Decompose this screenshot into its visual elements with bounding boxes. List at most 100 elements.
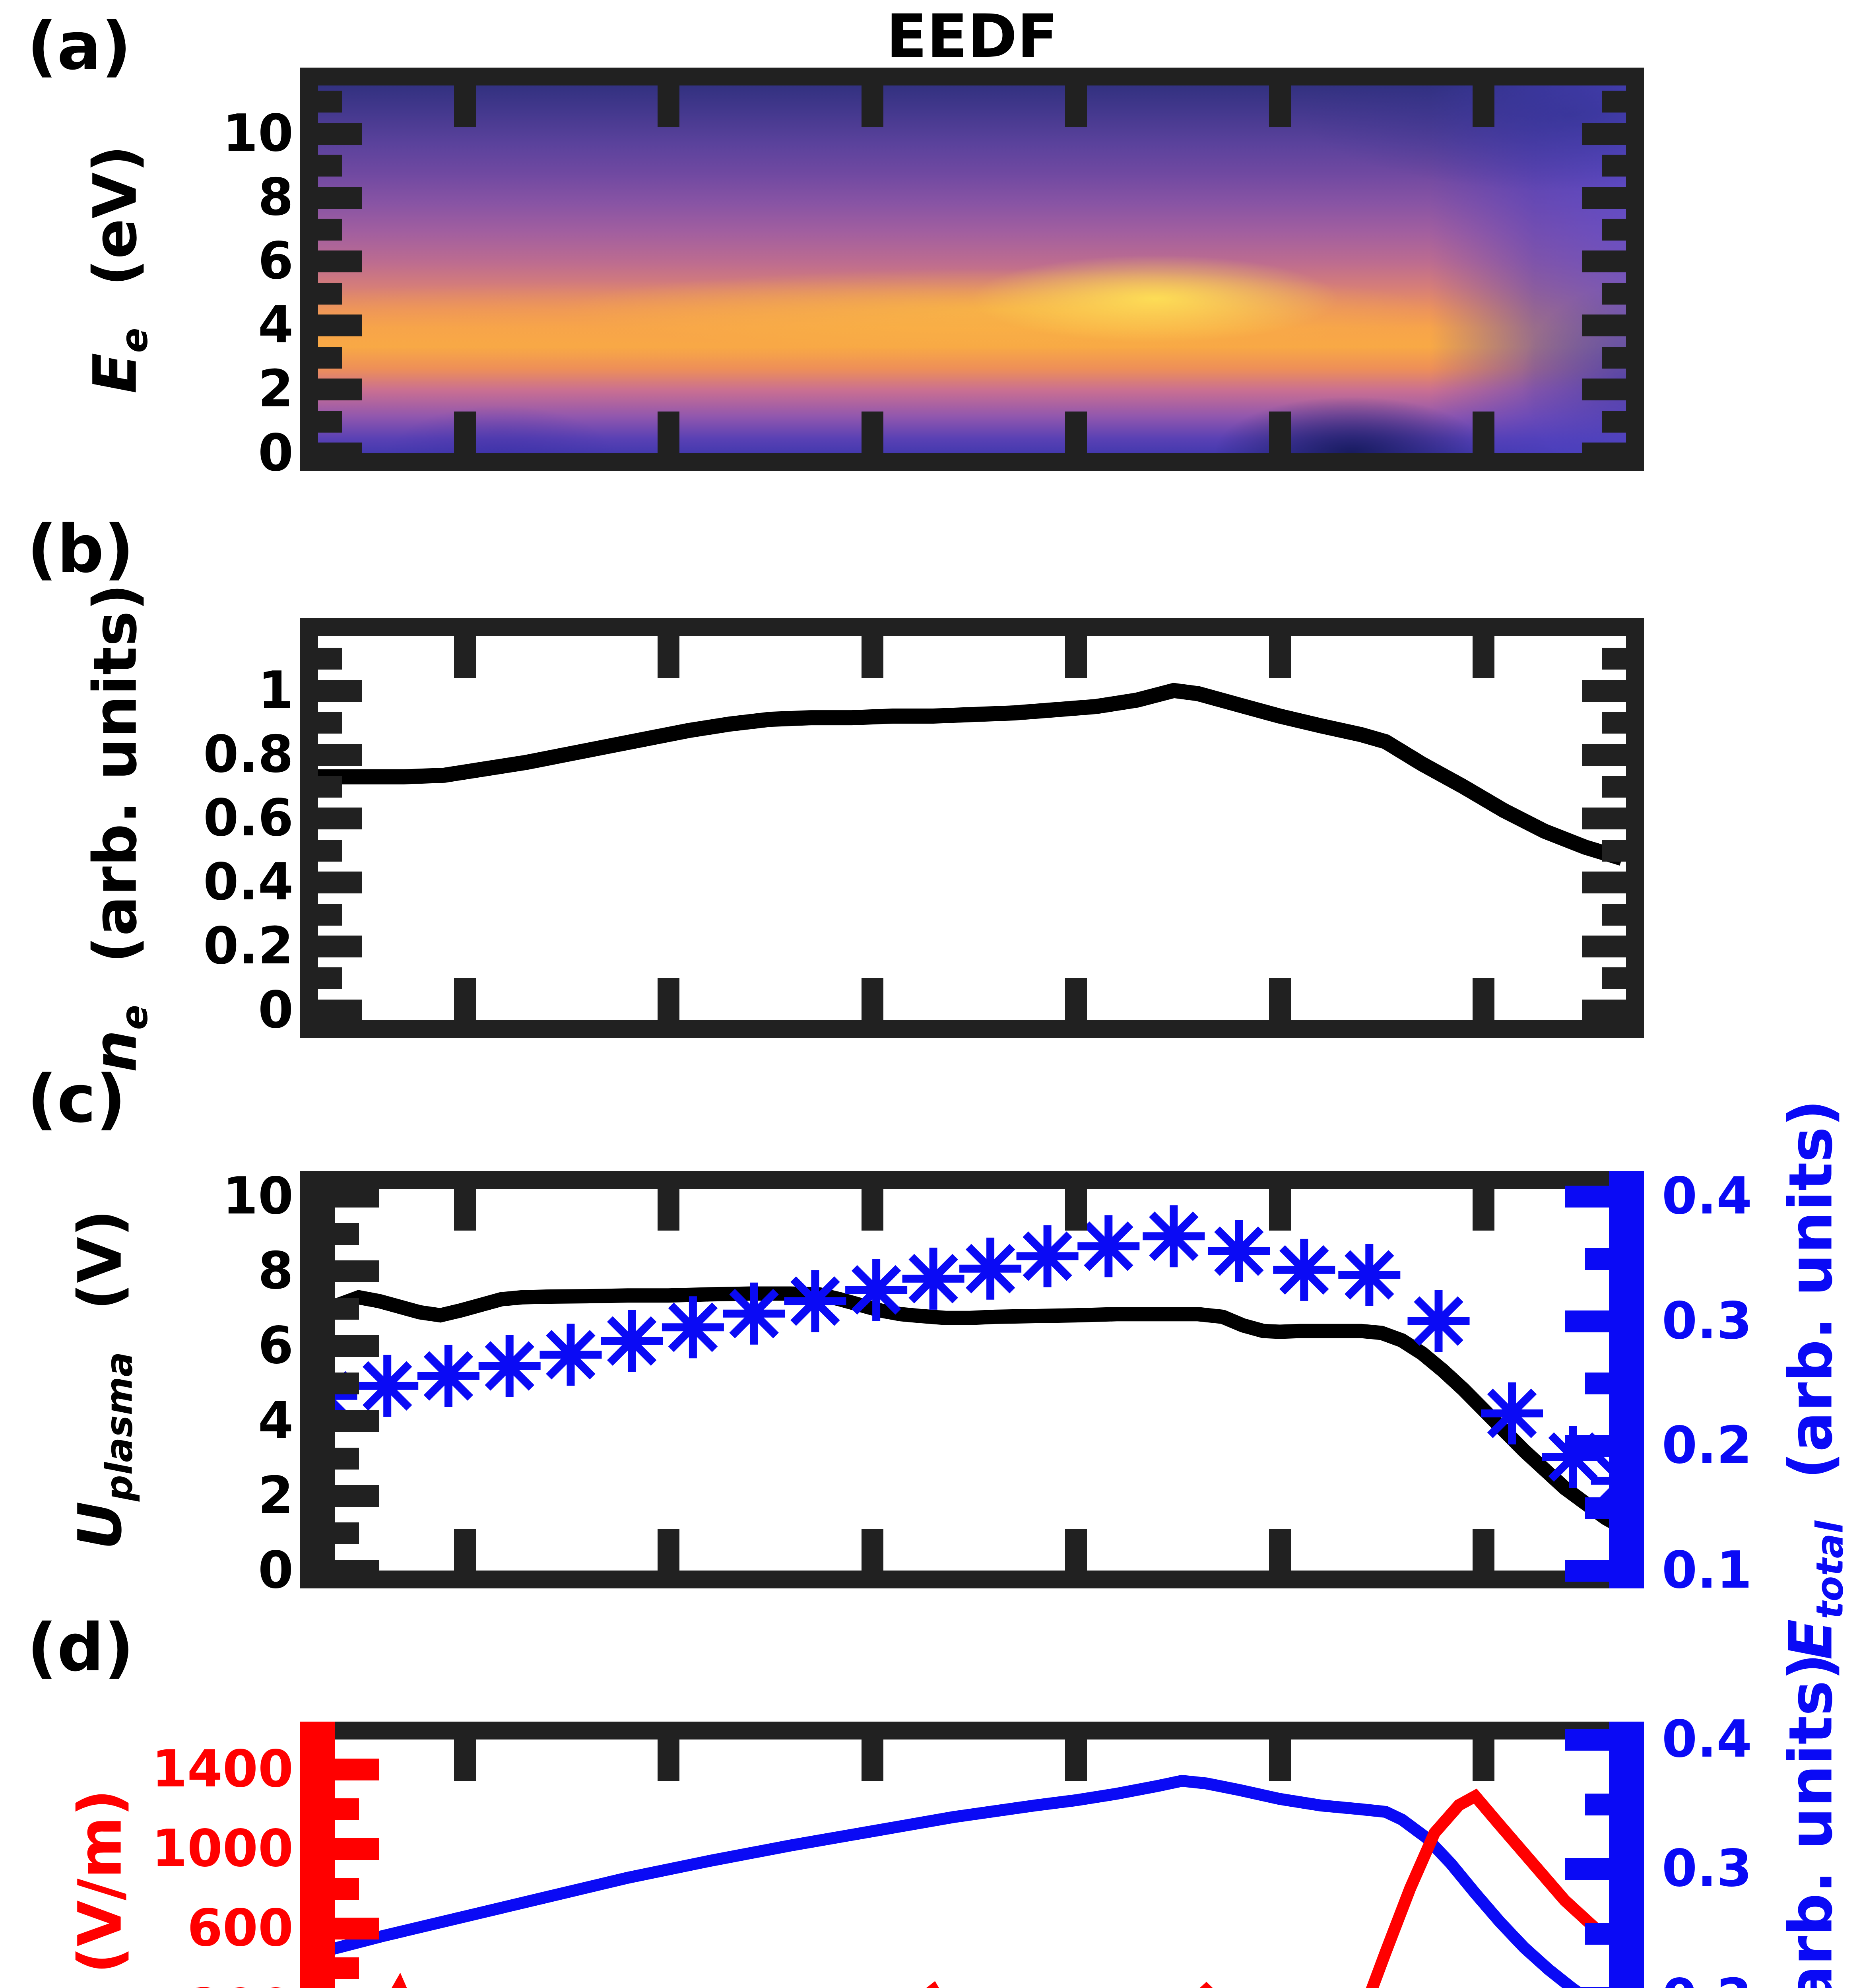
left-y-tick <box>300 775 342 798</box>
panel-a-plot <box>300 68 1644 471</box>
x-tick <box>1269 978 1291 1038</box>
plot-border-top <box>300 618 1644 636</box>
ne-plot <box>318 683 1624 866</box>
x-tick <box>454 618 476 678</box>
x-tick <box>1065 1529 1087 1588</box>
left-y-tick <box>300 903 342 926</box>
left-y-tick <box>300 1522 359 1544</box>
x-tick <box>861 978 883 1038</box>
y-tick-label: 0.4 <box>203 852 293 912</box>
left-y-tick <box>300 250 362 273</box>
uplasma-plot <box>318 1205 1626 1536</box>
left-y-tick <box>300 410 342 433</box>
x-tick <box>454 1529 476 1588</box>
y-tick-label: 0.6 <box>203 788 293 848</box>
y-tick-label: 10 <box>222 1166 293 1226</box>
right-y-tick <box>1602 903 1644 926</box>
x-tick <box>454 978 476 1038</box>
left-y-tick <box>300 872 362 894</box>
y-tick-label-right: 0.2 <box>1662 1416 1752 1475</box>
x-tick <box>861 1722 883 1781</box>
right-y-tick <box>1565 1987 1644 1988</box>
y-tick-label-right: 0.4 <box>1662 1166 1752 1226</box>
y-tick-label: 0.2 <box>203 916 293 976</box>
panel-b-letter: (b) <box>27 511 134 587</box>
x-tick <box>1473 1529 1495 1588</box>
y-tick-label: 0.8 <box>203 724 293 784</box>
left-y-tick <box>300 839 342 862</box>
y-tick-label: 0 <box>258 980 293 1040</box>
plot-border-bottom <box>300 1571 1644 1588</box>
x-tick <box>658 618 680 678</box>
plot-border-bottom <box>300 1020 1644 1038</box>
right-y-tick <box>1585 1373 1644 1395</box>
left-y-tick <box>300 1335 379 1357</box>
etotal-curve <box>318 1774 1582 1988</box>
right-y-tick <box>1582 186 1644 209</box>
right-y-tick <box>1602 282 1644 305</box>
x-tick <box>658 412 680 471</box>
x-tick <box>1065 412 1087 471</box>
y-tick-label: 0 <box>258 1541 293 1600</box>
x-tick <box>1269 618 1291 678</box>
right-y-tick <box>1582 379 1644 401</box>
x-tick <box>1473 68 1495 127</box>
x-tick <box>1269 1171 1291 1231</box>
left-y-tick <box>300 1560 379 1582</box>
y-tick-label: 0 <box>258 423 293 483</box>
left-y-tick <box>300 186 362 209</box>
ez-plot <box>318 1774 1616 1988</box>
right-y-tick <box>1585 1793 1644 1815</box>
x-tick <box>861 618 883 678</box>
y-tick-label: 600 <box>187 1899 293 1958</box>
x-tick <box>454 68 476 127</box>
x-tick <box>454 1171 476 1231</box>
right-y-tick <box>1602 346 1644 369</box>
right-y-tick <box>1582 679 1644 702</box>
x-tick <box>1473 978 1495 1038</box>
left-y-tick <box>300 282 342 305</box>
right-y-tick <box>1582 808 1644 830</box>
left-y-tick <box>300 1373 359 1395</box>
y-tick-label: 8 <box>258 167 293 227</box>
left-y-tick <box>300 967 342 990</box>
y-tick-label: 200 <box>71 1982 293 1988</box>
left-y-tick <box>300 1185 379 1208</box>
x-tick <box>658 1171 680 1231</box>
right-y-tick <box>1585 1248 1644 1270</box>
left-y-tick <box>300 1485 379 1507</box>
x-tick <box>1065 1171 1087 1231</box>
right-axis-bar <box>1609 1722 1644 1988</box>
left-y-tick <box>300 744 362 766</box>
left-y-tick <box>300 315 362 337</box>
y-tick-label: 4 <box>258 1391 293 1450</box>
right-y-tick <box>1582 999 1644 1021</box>
x-tick <box>658 978 680 1038</box>
left-y-tick <box>300 91 342 113</box>
y-tick-label: 2 <box>258 1466 293 1525</box>
y-tick-label: 2 <box>258 359 293 419</box>
y-tick-label-right: 0.1 <box>1662 1541 1752 1600</box>
left-y-tick <box>300 1447 359 1470</box>
plot-border-bottom <box>300 453 1644 471</box>
left-y-tick <box>300 218 342 241</box>
right-y-tick <box>1602 712 1644 734</box>
y-tick-label: 1400 <box>151 1740 293 1799</box>
y-tick-label: 1000 <box>151 1819 293 1878</box>
x-tick <box>1065 978 1087 1038</box>
x-tick <box>454 1722 476 1781</box>
left-y-tick <box>300 1298 359 1320</box>
right-y-tick <box>1565 1729 1644 1751</box>
x-tick <box>658 1529 680 1588</box>
x-tick <box>1269 412 1291 471</box>
right-y-tick <box>1602 155 1644 177</box>
right-y-tick <box>1602 967 1644 990</box>
left-y-tick <box>300 122 362 145</box>
left-y-tick <box>300 379 362 401</box>
right-y-tick <box>1585 1497 1644 1520</box>
left-y-tick <box>300 936 362 958</box>
right-y-tick <box>1582 315 1644 337</box>
left-y-tick <box>300 1957 359 1979</box>
left-y-tick <box>300 648 342 670</box>
